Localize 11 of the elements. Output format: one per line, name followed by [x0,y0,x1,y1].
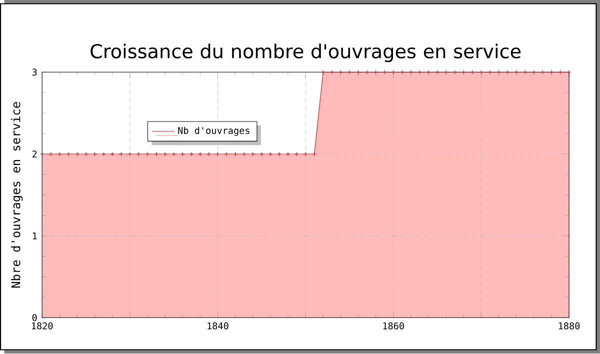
x-tick-label: 1880 [558,322,580,330]
x-tick-label: 1820 [32,322,53,330]
y-tick-label: 3 [32,68,37,76]
legend-label: Nb d'ouvrages [178,127,250,136]
y-tick-label: 1 [32,232,37,240]
y-tick-label: 2 [32,150,37,158]
y-axis-title: Nbre d'ouvrages en service [11,102,23,288]
y-tick-label: 0 [32,314,37,322]
chart-title: Croissance du nombre d'ouvrages en service [90,44,521,62]
x-tick-label: 1840 [208,322,228,330]
x-tick-label: 1860 [383,322,404,330]
